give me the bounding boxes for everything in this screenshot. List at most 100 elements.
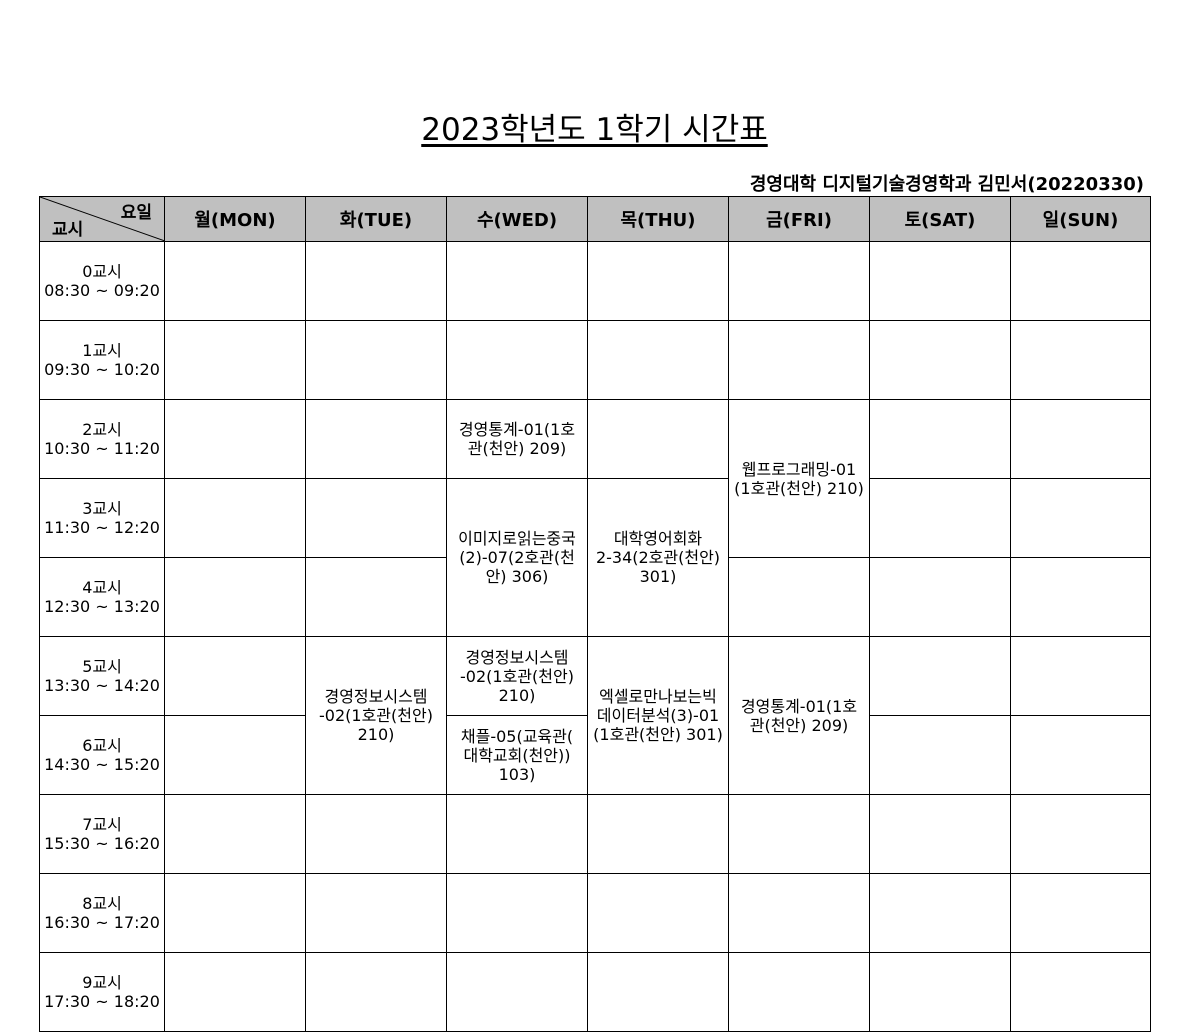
period-cell: 2교시 10:30 ~ 11:20 <box>39 399 165 479</box>
class-cell-thu-english-conversation[interactable]: 대학영어회화 2-34(2호관(천안) 301) <box>587 478 729 637</box>
timetable: 요일 교시 월(MON) 화(TUE) 수(WED) 목(THU) 금(FRI)… <box>39 196 1151 1032</box>
empty-cell <box>869 478 1011 558</box>
empty-cell <box>446 794 588 874</box>
class-cell-wed-chapel[interactable]: 채플-05(교육관( 대학교회(천안)) 103) <box>446 715 588 795</box>
class-text-line: 대학교회(천안)) <box>463 745 571 765</box>
empty-cell <box>1010 794 1151 874</box>
class-cell-fri-business-statistics[interactable]: 경영통계-01(1호 관(천안) 209) <box>728 636 870 795</box>
empty-cell <box>869 873 1011 953</box>
empty-cell <box>305 873 447 953</box>
empty-cell <box>728 557 870 637</box>
empty-cell <box>869 952 1011 1032</box>
period-cell: 1교시 09:30 ~ 10:20 <box>39 320 165 400</box>
class-text-line: 301) <box>639 567 677 586</box>
class-text-line: 채플-05(교육관( <box>460 726 574 746</box>
class-cell-wed-mis[interactable]: 경영정보시스템 -02(1호관(천안) 210) <box>446 636 588 716</box>
empty-cell <box>869 399 1011 479</box>
student-info: 경영대학 디지털기술경영학과 김민서(20220330) <box>749 174 1144 195</box>
class-text-line: 관(천안) 209) <box>749 715 849 735</box>
class-cell-thu-excel-big-data[interactable]: 엑셀로만나보는빅 데이터분석(3)-01 (1호관(천안) 301) <box>587 636 729 795</box>
empty-cell <box>728 794 870 874</box>
empty-cell <box>1010 399 1151 479</box>
empty-cell <box>164 557 306 637</box>
period-time: 10:30 ~ 11:20 <box>44 439 160 458</box>
empty-cell <box>1010 636 1151 716</box>
empty-cell <box>587 873 729 953</box>
class-text-line: 데이터분석(3)-01 <box>596 706 720 725</box>
period-name: 2교시 <box>82 420 122 439</box>
period-row-7: 7교시 15:30 ~ 16:20 <box>39 794 1151 874</box>
period-name: 7교시 <box>82 815 122 834</box>
class-cell-wed-business-statistics[interactable]: 경영통계-01(1호 관(천안) 209) <box>446 399 588 479</box>
period-time: 09:30 ~ 10:20 <box>44 360 160 379</box>
class-text-line: 안) 306) <box>485 567 549 586</box>
empty-cell <box>869 557 1011 637</box>
class-text-line: 103) <box>498 764 536 784</box>
empty-cell <box>1010 320 1151 400</box>
period-row-0: 0교시 08:30 ~ 09:20 <box>39 241 1151 321</box>
empty-cell <box>1010 478 1151 558</box>
period-name: 5교시 <box>82 657 122 676</box>
empty-cell <box>728 952 870 1032</box>
empty-cell <box>587 952 729 1032</box>
period-time: 15:30 ~ 16:20 <box>44 834 160 853</box>
period-row-5: 5교시 13:30 ~ 14:20 경영정보시스템 -02(1호관(천안) 21… <box>39 636 1151 795</box>
diagonal-line <box>40 197 165 241</box>
class-cell-wed-china-through-images[interactable]: 이미지로읽는중국 (2)-07(2호관(천 안) 306) <box>446 478 588 637</box>
empty-cell <box>869 794 1011 874</box>
class-text-line: -02(1호관(천안) <box>460 666 574 686</box>
empty-cell <box>728 873 870 953</box>
page-title: 2023학년도 1학기 시간표 <box>421 112 768 148</box>
header-row: 요일 교시 월(MON) 화(TUE) 수(WED) 목(THU) 금(FRI)… <box>39 196 1151 242</box>
class-text-line: 이미지로읽는중국 <box>458 529 576 548</box>
empty-cell <box>1010 557 1151 637</box>
empty-cell <box>869 320 1011 400</box>
empty-cell <box>728 320 870 400</box>
period-cell: 7교시 15:30 ~ 16:20 <box>39 794 165 874</box>
empty-cell <box>305 952 447 1032</box>
empty-cell <box>587 399 729 479</box>
day-header-thu: 목(THU) <box>587 196 729 242</box>
period-cell: 0교시 08:30 ~ 09:20 <box>39 241 165 321</box>
empty-cell <box>305 241 447 321</box>
class-text-line: 경영통계-01(1호 <box>740 696 858 716</box>
empty-cell <box>446 241 588 321</box>
empty-cell <box>164 952 306 1032</box>
class-text-line: 2-34(2호관(천안) <box>595 548 721 567</box>
period-cell: 5교시 13:30 ~ 14:20 <box>39 636 165 716</box>
empty-cell <box>305 320 447 400</box>
period-cell: 6교시 14:30 ~ 15:20 <box>39 715 165 795</box>
class-cell-tue-mis[interactable]: 경영정보시스템 -02(1호관(천안) 210) <box>305 636 447 795</box>
empty-cell <box>164 715 306 795</box>
period-time: 08:30 ~ 09:20 <box>44 281 160 300</box>
empty-cell <box>1010 241 1151 321</box>
class-text-line: 관(천안) 209) <box>467 439 567 458</box>
class-text-line: (1호관(천안) 210) <box>734 478 864 498</box>
empty-cell <box>305 399 447 479</box>
empty-cell <box>587 241 729 321</box>
period-name: 0교시 <box>82 262 122 281</box>
period-time: 11:30 ~ 12:20 <box>44 518 160 537</box>
period-time: 12:30 ~ 13:20 <box>44 597 160 616</box>
class-text-line: 엑셀로만나보는빅 <box>599 687 717 706</box>
period-row-8: 8교시 16:30 ~ 17:20 <box>39 873 1151 953</box>
empty-cell <box>1010 873 1151 953</box>
empty-cell <box>164 794 306 874</box>
day-header-tue: 화(TUE) <box>305 196 447 242</box>
empty-cell <box>164 320 306 400</box>
class-cell-fri-web-programming[interactable]: 웹프로그래밍-01 (1호관(천안) 210) <box>728 399 870 558</box>
period-row-3: 3교시 11:30 ~ 12:20 이미지로읽는중국 (2)-07(2호관(천 … <box>39 478 1151 637</box>
period-time: 13:30 ~ 14:20 <box>44 676 160 695</box>
day-header-mon: 월(MON) <box>164 196 306 242</box>
empty-cell <box>164 241 306 321</box>
empty-cell <box>164 478 306 558</box>
empty-cell <box>305 794 447 874</box>
class-text-line: 웹프로그래밍-01 <box>741 459 857 479</box>
class-text-line: 대학영어회화 <box>613 529 703 548</box>
empty-cell <box>164 399 306 479</box>
day-header-sat: 토(SAT) <box>869 196 1011 242</box>
empty-cell <box>164 873 306 953</box>
empty-cell <box>587 794 729 874</box>
corner-period-label: 교시 <box>52 220 84 240</box>
empty-cell <box>446 320 588 400</box>
